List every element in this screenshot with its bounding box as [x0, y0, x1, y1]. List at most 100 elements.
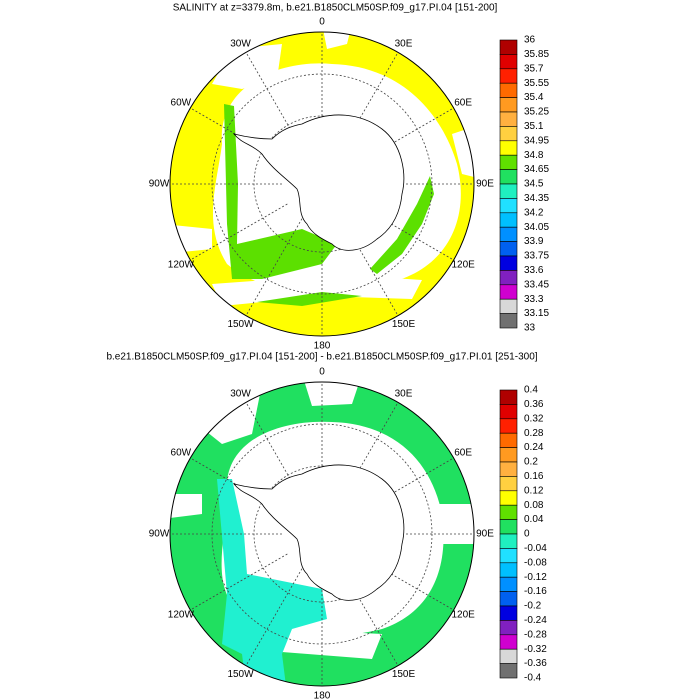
lon-label: 30W [230, 388, 251, 399]
lon-label: 60E [454, 448, 472, 459]
map-border [169, 381, 475, 687]
colorbar-box [499, 255, 518, 271]
green-area [370, 176, 434, 274]
colorbar-label: 34.05 [524, 222, 549, 233]
colorbar-label: -0.28 [524, 629, 547, 640]
colorbar-box [499, 476, 518, 492]
colorbar-label: 34.65 [524, 164, 549, 175]
colorbar-label: 33.15 [524, 308, 549, 319]
colorbar-label: 0.4 [524, 385, 538, 396]
colorbar-box [499, 533, 518, 549]
colorbar-box [499, 270, 518, 286]
colorbar-box [499, 198, 518, 214]
colorbar-box [499, 169, 518, 185]
colorbar-box [499, 519, 518, 535]
colorbar-box [499, 389, 518, 405]
colorbar-box [499, 97, 518, 113]
colorbar-box [499, 418, 518, 434]
masked-area [212, 276, 422, 306]
lon-label: 0 [319, 367, 325, 378]
colorbar-label: 0.16 [524, 471, 544, 482]
lon-label: 90E [476, 179, 494, 190]
lon-label: 30W [230, 38, 251, 49]
colorbar-box [499, 447, 518, 463]
colorbar-box [499, 490, 518, 506]
colorbar-box [499, 591, 518, 607]
colorbar-box [499, 663, 518, 679]
colorbar-box [499, 226, 518, 242]
lon-label: 150W [227, 669, 254, 680]
colorbar-label: 36 [524, 35, 536, 46]
meridian [190, 203, 288, 261]
colorbar-box [499, 82, 518, 98]
colorbar-label: 0.24 [524, 442, 544, 453]
antarctica [232, 464, 405, 601]
colorbar-label: 0.36 [524, 399, 544, 410]
colorbar-box [499, 39, 518, 55]
colorbar-box [499, 68, 518, 84]
colorbar-label: 35.85 [524, 49, 549, 60]
colorbar-box [499, 241, 518, 257]
meridian [190, 553, 288, 611]
colorbar-label: 34.8 [524, 150, 544, 161]
colorbar-label: -0.08 [524, 557, 547, 568]
colorbar-box [499, 111, 518, 127]
lon-label: 120E [451, 260, 475, 271]
colorbar-box [499, 404, 518, 420]
colorbar-box [499, 154, 518, 170]
colorbar-box [499, 284, 518, 300]
masked-area [302, 382, 362, 406]
colorbar-box [499, 620, 518, 636]
lon-label: 180 [314, 691, 331, 700]
colorbar-label: 0.28 [524, 428, 544, 439]
antarctica [232, 114, 405, 251]
map-title: SALINITY at z=3379.8m, b.e21.B1850CLM50S… [173, 3, 498, 14]
colorbar-label: 33.9 [524, 236, 544, 247]
colorbar-label: 35.25 [524, 107, 549, 118]
map-border [169, 31, 475, 337]
colorbar-label: 0.32 [524, 413, 544, 424]
colorbar-label: -0.16 [524, 586, 547, 597]
lon-label: 120W [168, 260, 195, 271]
lon-label: 0 [319, 17, 325, 28]
colorbar-label: 34.95 [524, 135, 549, 146]
colorbar-label: 0.04 [524, 514, 544, 525]
colorbar-box [499, 313, 518, 329]
colorbar-label: 33.75 [524, 251, 549, 262]
meridian [245, 52, 303, 150]
colorbar-box [499, 605, 518, 621]
green-area [224, 104, 337, 279]
colorbar-box [499, 54, 518, 70]
colorbar-label: 33 [524, 323, 536, 334]
colorbar-box [499, 461, 518, 477]
lon-label: 30E [395, 388, 413, 399]
colorbar-label: 33.3 [524, 294, 544, 305]
lon-label: 90W [149, 179, 170, 190]
colorbar-box [499, 432, 518, 448]
map-title: b.e21.B1850CLM50SP.f09_g17.PI.04 [151-20… [106, 352, 537, 363]
colorbar-label: 34.35 [524, 193, 549, 204]
cyan-area [217, 479, 327, 686]
colorbar-box [499, 183, 518, 199]
colorbar-label: 35.4 [524, 92, 544, 103]
colorbar-label: 0.2 [524, 457, 538, 468]
map [169, 381, 475, 687]
lon-label: 150E [392, 319, 416, 330]
colorbar-box [499, 126, 518, 142]
colorbar-label: -0.32 [524, 644, 547, 655]
lon-label: 60W [171, 98, 192, 109]
colorbar-label: 35.1 [524, 121, 544, 132]
colorbar-box [499, 298, 518, 314]
lon-label: 120E [451, 610, 475, 621]
colorbar-label: -0.36 [524, 658, 547, 669]
colorbar-label: 0 [524, 529, 530, 540]
colorbar-label: -0.24 [524, 615, 547, 626]
colorbar-box [499, 504, 518, 520]
lon-label: 120W [168, 610, 195, 621]
colorbar-label: 34.2 [524, 207, 544, 218]
colorbar-label: 0.08 [524, 500, 544, 511]
colorbar-box [499, 648, 518, 664]
lon-label: 30E [395, 38, 413, 49]
lon-label: 90W [149, 529, 170, 540]
colorbar-box [499, 562, 518, 578]
